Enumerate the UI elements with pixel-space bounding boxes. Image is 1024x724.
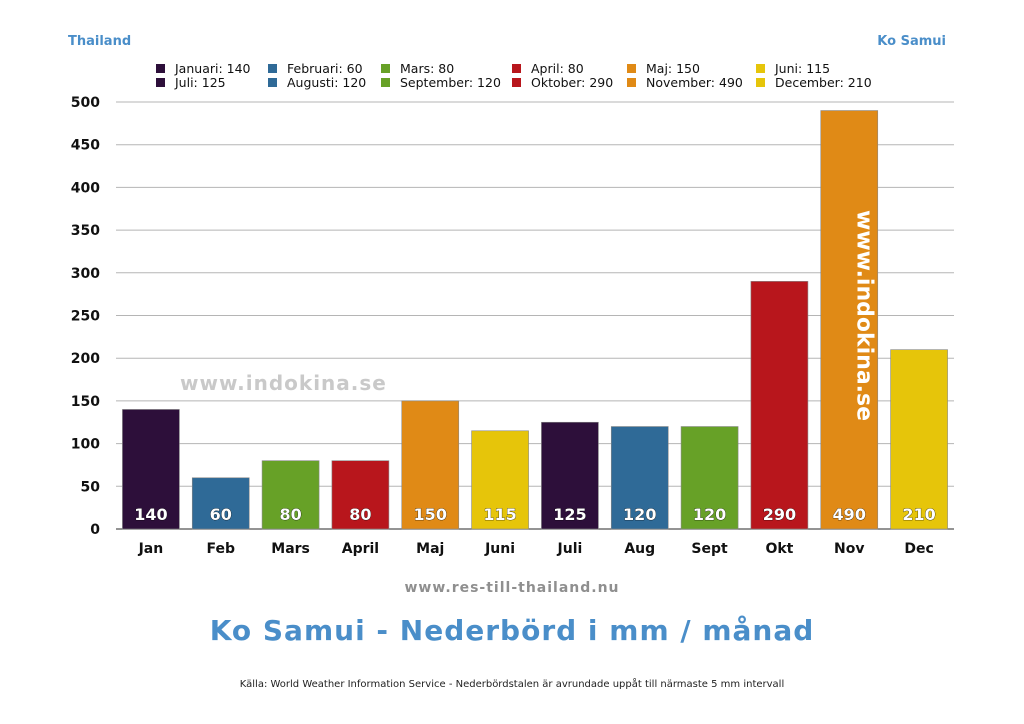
- bar-value-label: 115: [483, 505, 516, 524]
- legend-swatch: [381, 64, 390, 73]
- bar-value-label: 490: [833, 505, 866, 524]
- legend-entry: December: 210: [775, 75, 872, 90]
- bar-value-label: 140: [134, 505, 167, 524]
- legend-entry: Oktober: 290: [531, 75, 613, 90]
- x-axis-ticks: Jan Feb Mars April Maj Juni Juli Aug Sept Okt Nov D…: [138, 541, 934, 557]
- bar-value-label: 60: [210, 505, 232, 524]
- legend-swatch: [627, 78, 636, 87]
- bar-value-label: 120: [693, 505, 726, 524]
- legend-swatch: [268, 78, 277, 87]
- x-tick-label: Maj: [416, 541, 444, 557]
- legend-swatch: [756, 78, 765, 87]
- bar-value-label: 80: [349, 505, 371, 524]
- chart-grid: [116, 101, 954, 530]
- header-location: Ko Samui: [877, 34, 946, 49]
- bar: [890, 349, 948, 530]
- legend-entry: Augusti: 120: [287, 75, 366, 90]
- legend-swatch: [756, 64, 765, 73]
- x-tick-label: Nov: [834, 541, 864, 557]
- y-tick-label: 400: [71, 180, 100, 196]
- y-tick-label: 100: [71, 437, 100, 453]
- x-tick-label: Juli: [557, 541, 583, 557]
- watermark-vertical: www.indokina.se: [851, 210, 876, 421]
- legend-swatch: [156, 64, 165, 73]
- x-tick-label: Mars: [271, 541, 310, 557]
- x-tick-label: Jan: [138, 541, 164, 557]
- bar: [331, 460, 390, 530]
- legend-entry: Maj: 150: [646, 61, 700, 76]
- legend-swatch: [268, 64, 277, 73]
- y-tick-label: 500: [71, 95, 100, 111]
- x-tick-label: Dec: [904, 541, 933, 557]
- legend-entry: Juni: 115: [774, 61, 830, 76]
- source-note: Källa: World Weather Information Service…: [239, 679, 785, 690]
- legend-entry: Mars: 80: [400, 61, 454, 76]
- bar: [191, 477, 250, 530]
- legend-swatch: [512, 64, 521, 73]
- bar-value-label: 80: [279, 505, 301, 524]
- x-tick-label: Aug: [624, 541, 655, 557]
- y-tick-label: 50: [81, 479, 101, 495]
- bar-value-label: 290: [763, 505, 796, 524]
- y-tick-label: 250: [71, 309, 100, 325]
- x-tick-label: Feb: [206, 541, 235, 557]
- legend-entry: Februari: 60: [287, 61, 363, 76]
- bar: [541, 421, 599, 530]
- legend-swatch: [627, 64, 636, 73]
- bar: [610, 426, 669, 530]
- legend-swatch: [156, 78, 165, 87]
- x-tick-label: Sept: [691, 541, 728, 557]
- y-axis-ticks: 0 50 100 150 200 250 300 350 400 450 500: [71, 95, 100, 538]
- bar-value-label: 120: [623, 505, 656, 524]
- y-tick-label: 0: [90, 522, 100, 538]
- chart-bars: [122, 110, 948, 530]
- y-tick-label: 450: [71, 138, 100, 154]
- legend-entry: Januari: 140: [174, 61, 251, 76]
- y-tick-label: 150: [71, 394, 100, 410]
- legend-swatch: [381, 78, 390, 87]
- bar: [820, 110, 879, 530]
- x-tick-label: Okt: [765, 541, 793, 557]
- legend-entry: September: 120: [400, 75, 501, 90]
- bar: [261, 460, 320, 530]
- chart-title: Ko Samui - Nederbörd i mm / månad: [209, 614, 815, 647]
- bar-value-label: 150: [414, 505, 447, 524]
- y-tick-label: 350: [71, 223, 100, 239]
- bar-value-label: 125: [553, 505, 586, 524]
- legend-entry: April: 80: [531, 61, 584, 76]
- bar: [750, 281, 809, 530]
- y-tick-label: 300: [71, 266, 100, 282]
- footer-url: www.res-till-thailand.nu: [404, 580, 620, 596]
- legend-entry: Juli: 125: [174, 75, 226, 90]
- bar: [471, 430, 529, 530]
- legend-entry: November: 490: [646, 75, 743, 90]
- watermark-horizontal: www.indokina.se: [180, 371, 387, 395]
- y-tick-label: 200: [71, 351, 100, 367]
- header-country: Thailand: [68, 34, 132, 49]
- chart-legend: Januari: 140 Februari: 60 Mars: 80 April: 8…: [156, 61, 872, 90]
- bar: [401, 400, 460, 530]
- precipitation-chart: Januari: 140 Februari: 60 Mars: 80 April: 8…: [71, 61, 954, 557]
- bar-value-labels: 140 60 80 80 150 115 125 120 120 290 490 210: [134, 505, 936, 525]
- x-tick-label: April: [342, 541, 379, 557]
- x-tick-label: Juni: [484, 541, 515, 557]
- bar-value-label: 210: [902, 505, 935, 524]
- legend-swatch: [512, 78, 521, 87]
- bar: [680, 426, 739, 530]
- bar: [122, 409, 180, 530]
